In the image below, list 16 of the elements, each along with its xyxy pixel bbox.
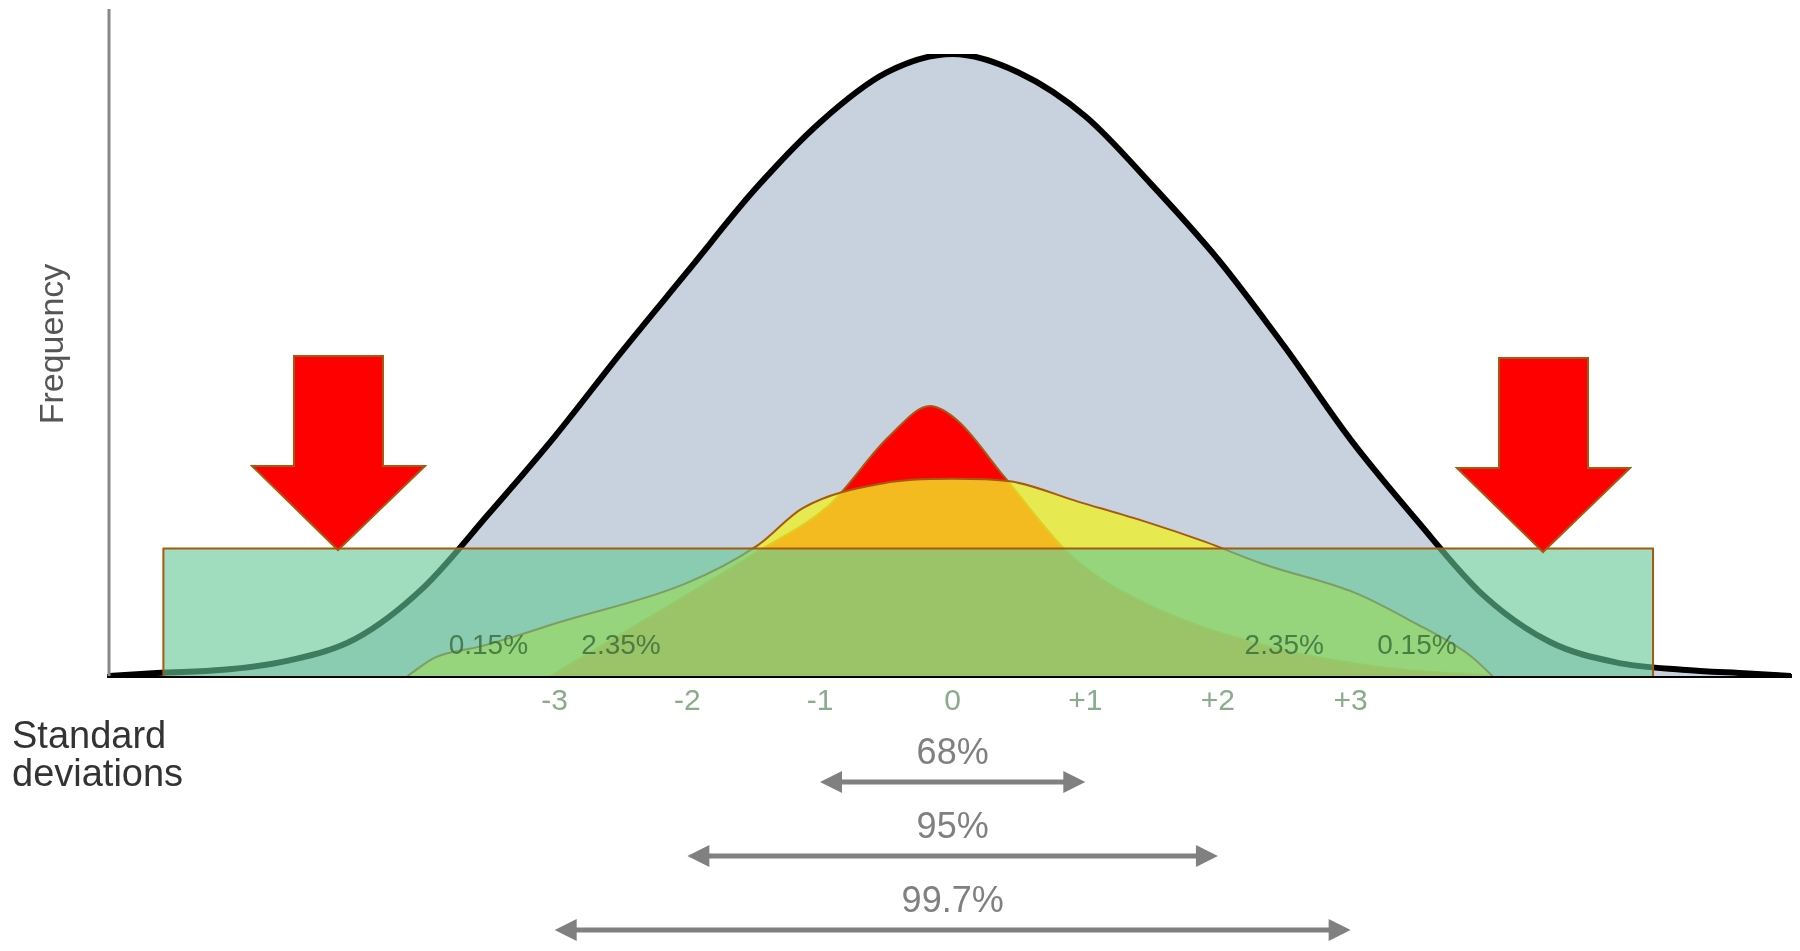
annotation: 0.15% bbox=[448, 628, 529, 660]
annotation: 2.35% bbox=[581, 628, 661, 660]
x-tick-label: +2 bbox=[1200, 683, 1236, 717]
text: 99.7% bbox=[901, 878, 1004, 920]
x-tick-label: -2 bbox=[674, 683, 701, 717]
x-tick-label: +1 bbox=[1068, 683, 1103, 717]
text: 68% bbox=[916, 730, 989, 772]
x-tick-label: 0 bbox=[944, 683, 961, 717]
x-tick-label: -1 bbox=[806, 683, 834, 717]
annotation: 0.15% bbox=[1377, 628, 1457, 660]
text: 95% bbox=[916, 804, 989, 846]
y-axis-title: Frequency bbox=[32, 263, 71, 425]
x-tick-label: +3 bbox=[1333, 683, 1368, 717]
x-tick-label: -3 bbox=[541, 683, 569, 717]
annotation: 2.35% bbox=[1244, 628, 1324, 660]
x-axis-title: Standard deviations bbox=[12, 714, 184, 794]
